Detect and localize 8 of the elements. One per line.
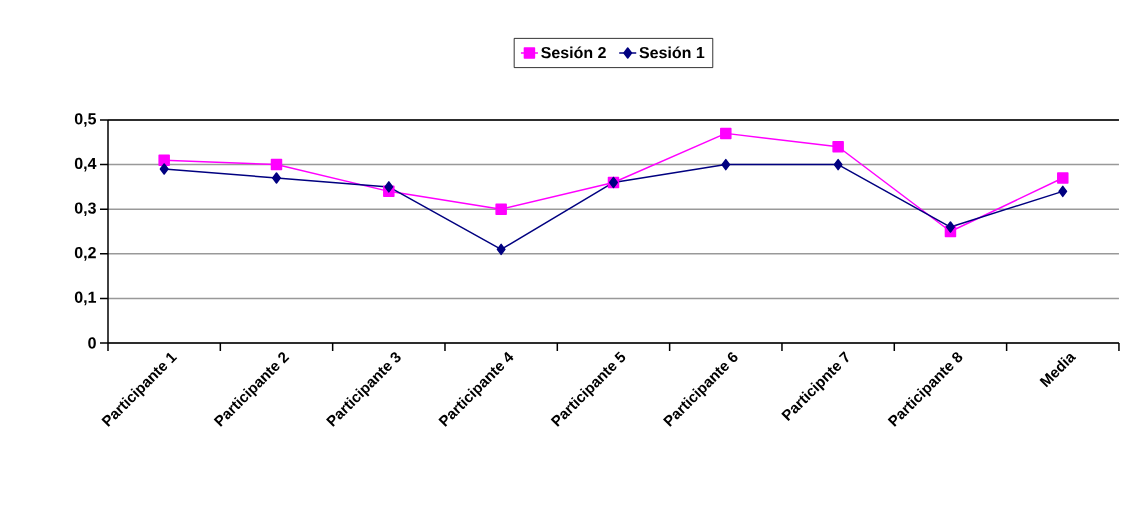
y-tick-label: 0 — [88, 337, 96, 349]
legend-label: Sesión 1 — [639, 46, 705, 59]
y-tick-label: 0,3 — [74, 202, 96, 217]
y-tick-label: 0,4 — [74, 157, 97, 172]
y-tick-label: 0,1 — [74, 291, 97, 306]
y-tick-label: 0,2 — [74, 246, 96, 261]
y-tick-label: 0,5 — [74, 113, 97, 127]
legend-label: Sesión 2 — [541, 46, 606, 59]
